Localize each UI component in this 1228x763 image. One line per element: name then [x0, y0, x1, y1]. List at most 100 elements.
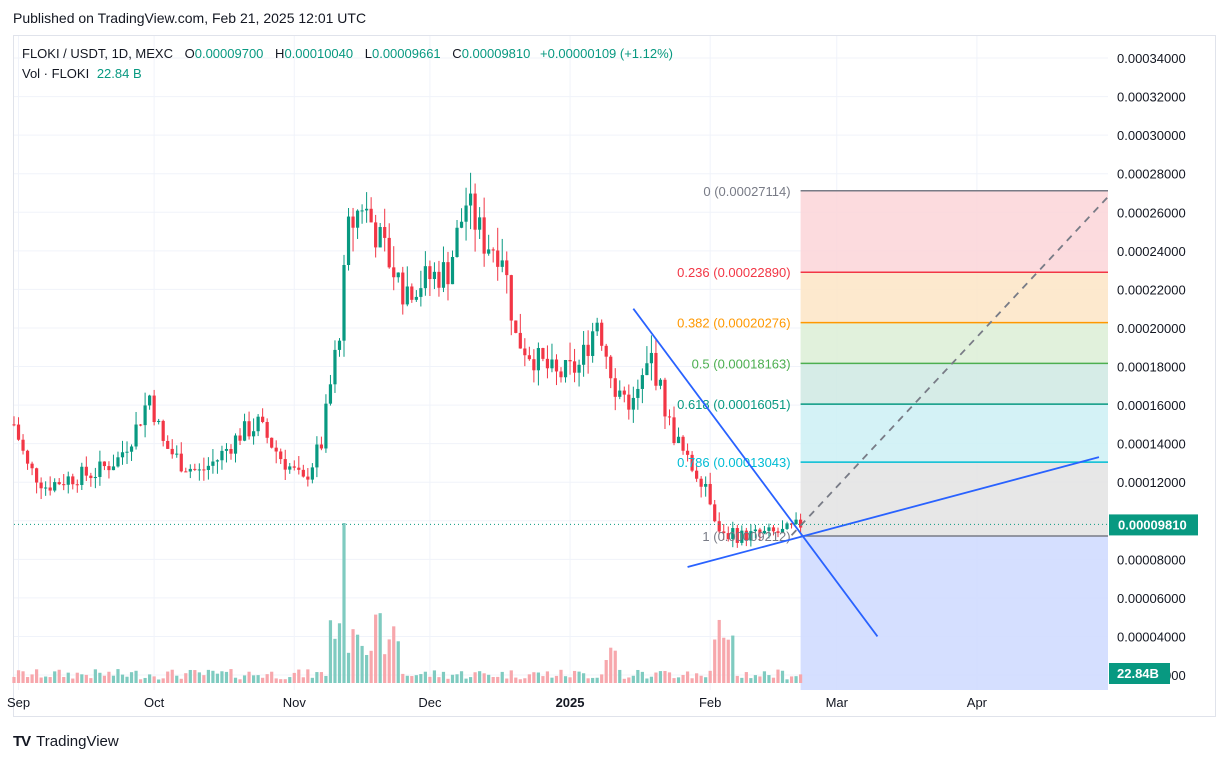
- volume-bar: [62, 677, 66, 683]
- volume-bar: [468, 677, 473, 683]
- volume-bar: [789, 676, 794, 683]
- trendline: [632, 308, 879, 637]
- volume-bar: [148, 674, 152, 683]
- candle-body: [559, 371, 563, 378]
- volume-bar: [609, 647, 613, 683]
- candle-body: [44, 487, 48, 489]
- volume-bar: [179, 678, 183, 683]
- volume-bar: [297, 669, 301, 683]
- candle-body: [532, 359, 536, 371]
- candle-body: [577, 364, 581, 373]
- volume-bar: [184, 673, 188, 683]
- volume-bar: [396, 641, 400, 683]
- chart-panel[interactable]: [13, 35, 1216, 717]
- volume-bar: [233, 677, 238, 683]
- candle-body: [12, 424, 16, 426]
- volume-bar: [785, 679, 789, 683]
- candle-body: [383, 227, 387, 238]
- candle-body: [550, 359, 554, 369]
- volume-bar: [89, 678, 93, 683]
- candle-body: [631, 397, 635, 410]
- candle-body: [179, 453, 183, 472]
- candle-body: [392, 267, 396, 278]
- brand-name: TradingView: [36, 733, 119, 750]
- volume-bar: [500, 671, 504, 683]
- candle-body: [170, 448, 174, 455]
- volume-bar: [794, 676, 798, 683]
- candle-body: [622, 390, 626, 395]
- candle-body: [98, 461, 102, 477]
- candle-body: [306, 476, 310, 480]
- candle-body: [102, 461, 107, 467]
- volume-bar: [704, 677, 708, 683]
- candle-body: [708, 483, 712, 505]
- candle-body: [396, 272, 400, 278]
- volume-bar: [387, 639, 391, 683]
- candle-body: [206, 465, 210, 470]
- candle-body: [35, 468, 39, 483]
- fib-zone: [800, 404, 1108, 463]
- candle-body: [138, 424, 143, 426]
- price-tick-label: 0.00006000: [1117, 591, 1186, 606]
- candle-body: [554, 359, 559, 372]
- volume-legend[interactable]: Vol · FLOKI 22.84 B: [22, 66, 142, 81]
- volume-bar: [722, 637, 726, 683]
- volume-bar: [274, 678, 278, 683]
- time-tick-label: Mar: [826, 695, 849, 710]
- candle-body: [432, 271, 437, 280]
- footer-brand[interactable]: TV TradingView: [13, 733, 119, 750]
- candle-body: [780, 528, 785, 533]
- candle-body: [310, 467, 314, 480]
- volume-bar: [695, 673, 699, 683]
- volume-bar: [568, 677, 572, 683]
- price-tick-label: 0.00022000: [1117, 282, 1186, 297]
- candle-body: [288, 466, 292, 470]
- candle-body: [595, 322, 599, 332]
- volume-bar: [577, 671, 581, 683]
- volume-bar: [600, 674, 604, 683]
- candle-body: [527, 355, 531, 360]
- price-axis: 0.00034000 0.00032000 0.00030000 0.00028000…: [1109, 51, 1198, 684]
- volume-bar: [446, 678, 450, 683]
- volume-bar: [256, 675, 260, 683]
- candle-body: [355, 210, 360, 228]
- volume-bar: [541, 676, 545, 683]
- symbol-label[interactable]: FLOKI / USDT, 1D, MEXC: [22, 46, 173, 61]
- candle-body: [586, 344, 590, 356]
- volume-bar: [71, 678, 75, 683]
- volume-bar: [767, 675, 771, 683]
- candle-body: [523, 348, 527, 356]
- volume-bar: [627, 677, 631, 683]
- candle-body: [80, 466, 84, 485]
- price-tick-label: 0.00030000: [1117, 128, 1186, 143]
- volume-bar: [676, 677, 681, 683]
- candle-body: [143, 405, 147, 426]
- candle-body: [636, 388, 640, 398]
- high-value: 0.00010040: [284, 46, 354, 61]
- volume-bar: [238, 679, 242, 683]
- candle-body: [663, 379, 667, 417]
- volume-bar: [455, 674, 459, 683]
- volume-bar: [478, 671, 482, 683]
- candle-body: [478, 217, 482, 230]
- volume-bar: [193, 670, 197, 683]
- volume-bar: [66, 672, 70, 683]
- candle-body: [473, 193, 477, 230]
- ohlc-legend[interactable]: FLOKI / USDT, 1D, MEXC O0.00009700 H0.00…: [22, 46, 673, 61]
- volume-bar: [138, 679, 143, 683]
- candle-body: [166, 440, 170, 449]
- time-tick-label: 2025: [556, 695, 585, 710]
- fib-label: 0.5 (0.00018163): [692, 356, 791, 371]
- low-label: L: [364, 46, 372, 61]
- candle-body: [202, 469, 206, 471]
- volume-bar: [220, 671, 224, 683]
- volume-bar: [333, 638, 337, 683]
- candle-body: [337, 340, 342, 350]
- volume-bar: [518, 679, 522, 683]
- volume-bar: [283, 679, 287, 683]
- candle-body: [423, 266, 427, 289]
- fib-label: 0.786 (0.00013043): [677, 455, 790, 470]
- candle-body: [645, 363, 649, 376]
- candle-body: [229, 448, 233, 454]
